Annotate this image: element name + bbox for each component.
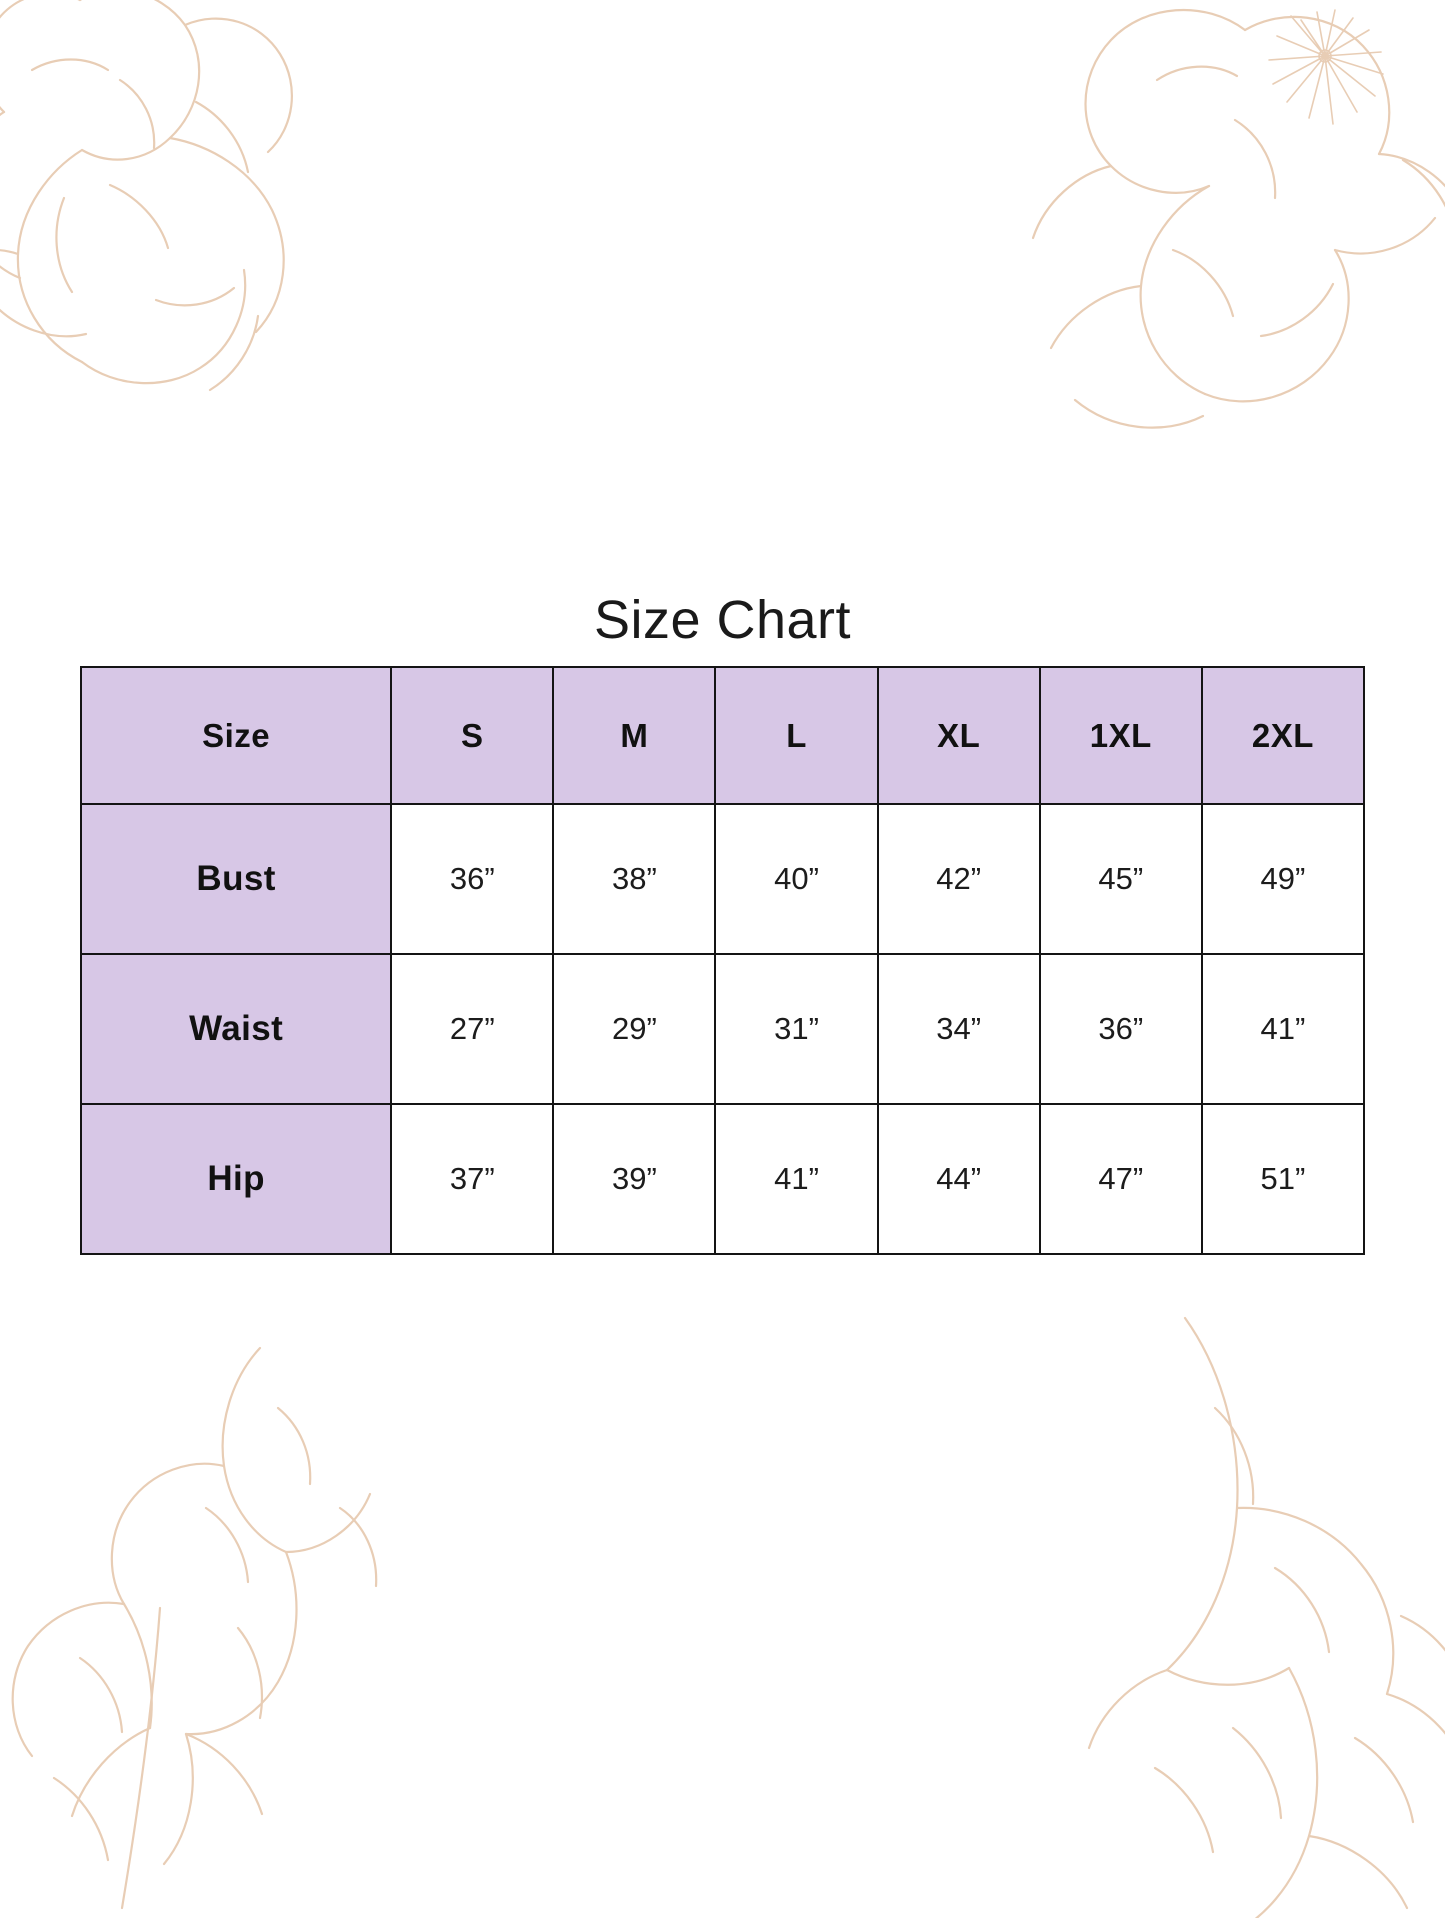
row-label-waist: Waist	[79, 953, 393, 1105]
cell-bust-1xl: 45”	[1038, 803, 1203, 955]
cell-waist-m: 29”	[552, 953, 717, 1105]
table-row-waist: Waist 27” 29” 31” 34” 36” 41”	[79, 953, 1366, 1105]
column-header-xl: XL	[876, 666, 1041, 805]
table-row-hip: Hip 37” 39” 41” 44” 47” 51”	[79, 1103, 1366, 1255]
row-label-hip: Hip	[79, 1103, 393, 1255]
cell-waist-l: 31”	[714, 953, 879, 1105]
column-header-size: Size	[79, 666, 393, 805]
size-chart-table-container: Size S M L XL 1XL 2XL Bust 36” 38” 40”	[79, 666, 1366, 1255]
column-header-m: M	[552, 666, 717, 805]
row-label-bust: Bust	[79, 803, 393, 955]
cell-waist-xl: 34”	[876, 953, 1041, 1105]
cell-bust-s: 36”	[390, 803, 555, 955]
column-header-2xl: 2XL	[1200, 666, 1366, 805]
cell-hip-xl: 44”	[876, 1103, 1041, 1255]
cell-hip-m: 39”	[552, 1103, 717, 1255]
size-chart-table: Size S M L XL 1XL 2XL Bust 36” 38” 40”	[79, 666, 1366, 1255]
cell-hip-l: 41”	[714, 1103, 879, 1255]
cell-hip-s: 37”	[390, 1103, 555, 1255]
floral-bottom-left-decoration	[10, 1308, 430, 1918]
column-header-1xl: 1XL	[1038, 666, 1203, 805]
cell-waist-s: 27”	[390, 953, 555, 1105]
floral-top-left-decoration	[0, 0, 390, 440]
column-header-l: L	[714, 666, 879, 805]
cell-bust-m: 38”	[552, 803, 717, 955]
cell-bust-l: 40”	[714, 803, 879, 955]
page-title: Size Chart	[593, 590, 852, 651]
floral-top-right-decoration	[905, 0, 1445, 520]
cell-bust-xl: 42”	[876, 803, 1041, 955]
cell-hip-1xl: 47”	[1038, 1103, 1203, 1255]
column-header-s: S	[390, 666, 555, 805]
table-row-bust: Bust 36” 38” 40” 42” 45” 49”	[79, 803, 1366, 955]
cell-bust-2xl: 49”	[1200, 803, 1366, 955]
floral-bottom-right-decoration	[1055, 1298, 1445, 1918]
cell-waist-1xl: 36”	[1038, 953, 1203, 1105]
cell-waist-2xl: 41”	[1200, 953, 1366, 1105]
cell-hip-2xl: 51”	[1200, 1103, 1366, 1255]
table-header-row: Size S M L XL 1XL 2XL	[79, 666, 1366, 805]
